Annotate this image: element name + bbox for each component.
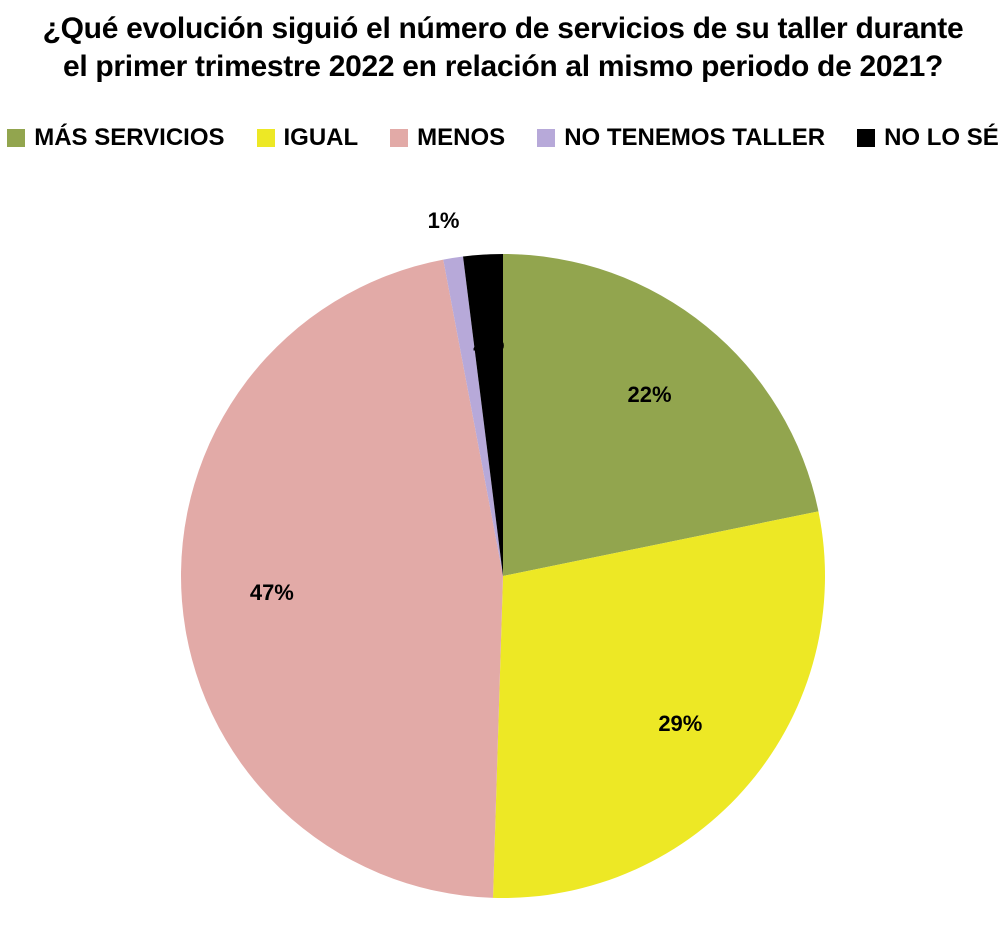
legend-label: MÁS SERVICIOS (34, 124, 225, 151)
legend-label: MENOS (417, 124, 506, 151)
chart-legend: MÁS SERVICIOS IGUAL MENOS NO TENEMOS TALLER… (0, 124, 1006, 152)
legend-swatch (857, 129, 876, 147)
legend-swatch (256, 129, 275, 147)
pie-slice-no-lo-se (463, 254, 503, 576)
legend-item-mas-servicios: MÁS SERVICIOS (7, 124, 225, 152)
data-label-igual: 29% (658, 711, 702, 736)
legend-item-no-tenemos-taller: NO TENEMOS TALLER (537, 124, 825, 152)
data-label-no-tenemos-taller: 1% (428, 208, 460, 233)
legend-label: NO TENEMOS TALLER (564, 124, 826, 151)
chart-title: ¿Qué evolución siguió el número de servi… (0, 10, 1006, 86)
data-label-menos: 47% (250, 580, 294, 605)
chart-title-line-2: el primer trimestre 2022 en relación al … (62, 50, 944, 83)
pie-slice-no-tenemos-taller (443, 256, 503, 576)
legend-label: NO LO SÉ (884, 124, 999, 151)
legend-item-menos: MENOS (390, 124, 505, 152)
pie-slice-mas-servicios (503, 254, 819, 576)
chart-title-line-1: ¿Qué evolución siguió el número de servi… (42, 12, 964, 45)
legend-item-no-lo-se: NO LO SÉ (857, 124, 999, 152)
pie-slice-menos (181, 259, 504, 898)
pie-slice-igual (492, 511, 825, 898)
legend-swatch (537, 129, 556, 147)
legend-label: IGUAL (283, 124, 359, 151)
legend-item-igual: IGUAL (256, 124, 359, 152)
legend-swatch (390, 129, 409, 147)
data-label-no-lo-se: 2% (473, 330, 505, 355)
data-label-mas-servicios: 22% (628, 382, 672, 407)
legend-swatch (7, 129, 26, 147)
